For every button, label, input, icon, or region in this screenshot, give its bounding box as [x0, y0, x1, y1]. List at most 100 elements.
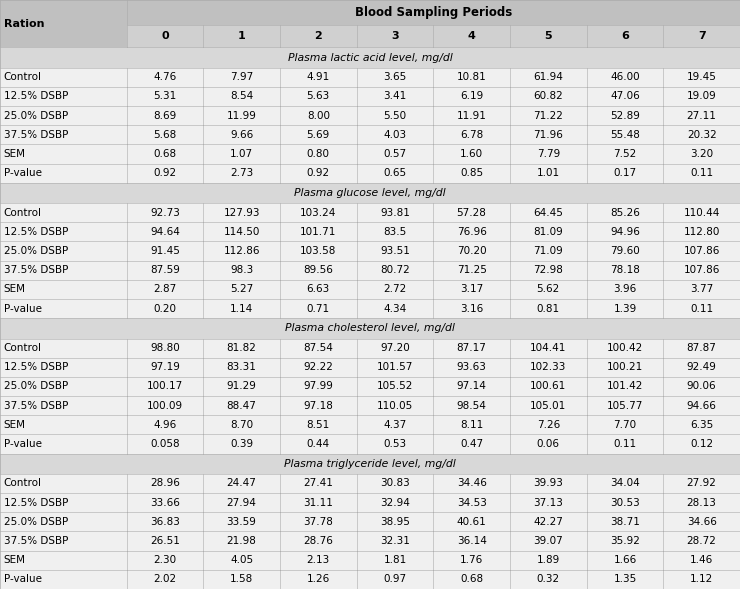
Text: 1.89: 1.89 [536, 555, 560, 565]
Bar [0, 222, 127, 241]
Text: 102.33: 102.33 [530, 362, 567, 372]
Text: 3.96: 3.96 [613, 284, 636, 294]
Text: 4.34: 4.34 [383, 303, 406, 313]
Bar [663, 68, 740, 87]
Bar [663, 377, 740, 396]
Text: 93.51: 93.51 [380, 246, 410, 256]
Bar [587, 474, 663, 493]
Text: 61.94: 61.94 [534, 72, 563, 82]
Bar [434, 125, 510, 144]
Bar [204, 222, 280, 241]
Bar [127, 299, 204, 318]
Text: 46.00: 46.00 [610, 72, 640, 82]
Text: 6.35: 6.35 [690, 420, 713, 430]
Text: 101.57: 101.57 [377, 362, 413, 372]
Text: 1.39: 1.39 [613, 303, 636, 313]
Bar [127, 222, 204, 241]
Bar [280, 493, 357, 512]
Bar [587, 339, 663, 358]
Text: 19.09: 19.09 [687, 91, 716, 101]
Text: 8.00: 8.00 [307, 111, 330, 121]
Bar [434, 435, 510, 454]
Text: P-value: P-value [4, 574, 41, 584]
Bar [0, 531, 127, 551]
Bar [510, 203, 587, 222]
Text: 1.01: 1.01 [536, 168, 560, 178]
Text: P-value: P-value [4, 439, 41, 449]
Bar [434, 299, 510, 318]
Text: 2.73: 2.73 [230, 168, 253, 178]
Text: 5.50: 5.50 [383, 111, 406, 121]
Bar [280, 396, 357, 415]
Bar [587, 87, 663, 106]
Bar [434, 164, 510, 183]
Bar [127, 570, 204, 589]
Text: 0.47: 0.47 [460, 439, 483, 449]
Bar [280, 87, 357, 106]
Text: 33.59: 33.59 [226, 517, 257, 527]
Text: 6.63: 6.63 [306, 284, 330, 294]
Bar [0, 280, 127, 299]
Text: 1.81: 1.81 [383, 555, 406, 565]
Bar [663, 339, 740, 358]
Text: 34.46: 34.46 [457, 478, 487, 488]
Text: 47.06: 47.06 [610, 91, 640, 101]
Bar [434, 474, 510, 493]
Text: Ration: Ration [4, 19, 44, 29]
Bar [0, 203, 127, 222]
Bar [280, 106, 357, 125]
Bar [0, 299, 127, 318]
Text: 0.17: 0.17 [613, 168, 636, 178]
Text: Blood Sampling Periods: Blood Sampling Periods [354, 6, 512, 19]
Bar [357, 125, 434, 144]
Text: 64.45: 64.45 [534, 208, 563, 218]
Text: 4.05: 4.05 [230, 555, 253, 565]
Bar [357, 241, 434, 261]
Bar [510, 551, 587, 570]
Bar [663, 531, 740, 551]
Text: 71.22: 71.22 [534, 111, 563, 121]
Text: 127.93: 127.93 [223, 208, 260, 218]
Text: SEM: SEM [4, 555, 26, 565]
Bar [204, 68, 280, 87]
Bar [127, 415, 204, 435]
Text: 40.61: 40.61 [457, 517, 486, 527]
Bar [510, 570, 587, 589]
Bar [280, 299, 357, 318]
Bar [510, 87, 587, 106]
Text: 12.5% DSBP: 12.5% DSBP [4, 227, 68, 237]
Bar [280, 203, 357, 222]
Bar [587, 415, 663, 435]
Text: 98.80: 98.80 [150, 343, 180, 353]
Text: 92.73: 92.73 [150, 208, 180, 218]
Text: 8.11: 8.11 [460, 420, 483, 430]
Text: 71.09: 71.09 [534, 246, 563, 256]
Bar [0, 377, 127, 396]
Text: 10.81: 10.81 [457, 72, 486, 82]
Bar [510, 474, 587, 493]
Bar [663, 358, 740, 377]
Bar [280, 164, 357, 183]
Text: 4.91: 4.91 [306, 72, 330, 82]
Text: 0.39: 0.39 [230, 439, 253, 449]
Text: 38.71: 38.71 [610, 517, 640, 527]
Text: 12.5% DSBP: 12.5% DSBP [4, 362, 68, 372]
Bar [0, 68, 127, 87]
Text: 0.058: 0.058 [150, 439, 180, 449]
Bar [357, 551, 434, 570]
Bar [663, 87, 740, 106]
Text: 3.17: 3.17 [460, 284, 483, 294]
Bar [0, 454, 740, 474]
Bar [434, 396, 510, 415]
Text: 30.83: 30.83 [380, 478, 410, 488]
Bar [0, 106, 127, 125]
Text: 27.94: 27.94 [226, 498, 257, 508]
Bar [127, 106, 204, 125]
Bar [357, 474, 434, 493]
Text: 0.12: 0.12 [690, 439, 713, 449]
Text: 1.07: 1.07 [230, 149, 253, 159]
Bar [434, 415, 510, 435]
Bar [663, 25, 740, 47]
Text: 100.17: 100.17 [147, 382, 183, 392]
Bar [587, 551, 663, 570]
